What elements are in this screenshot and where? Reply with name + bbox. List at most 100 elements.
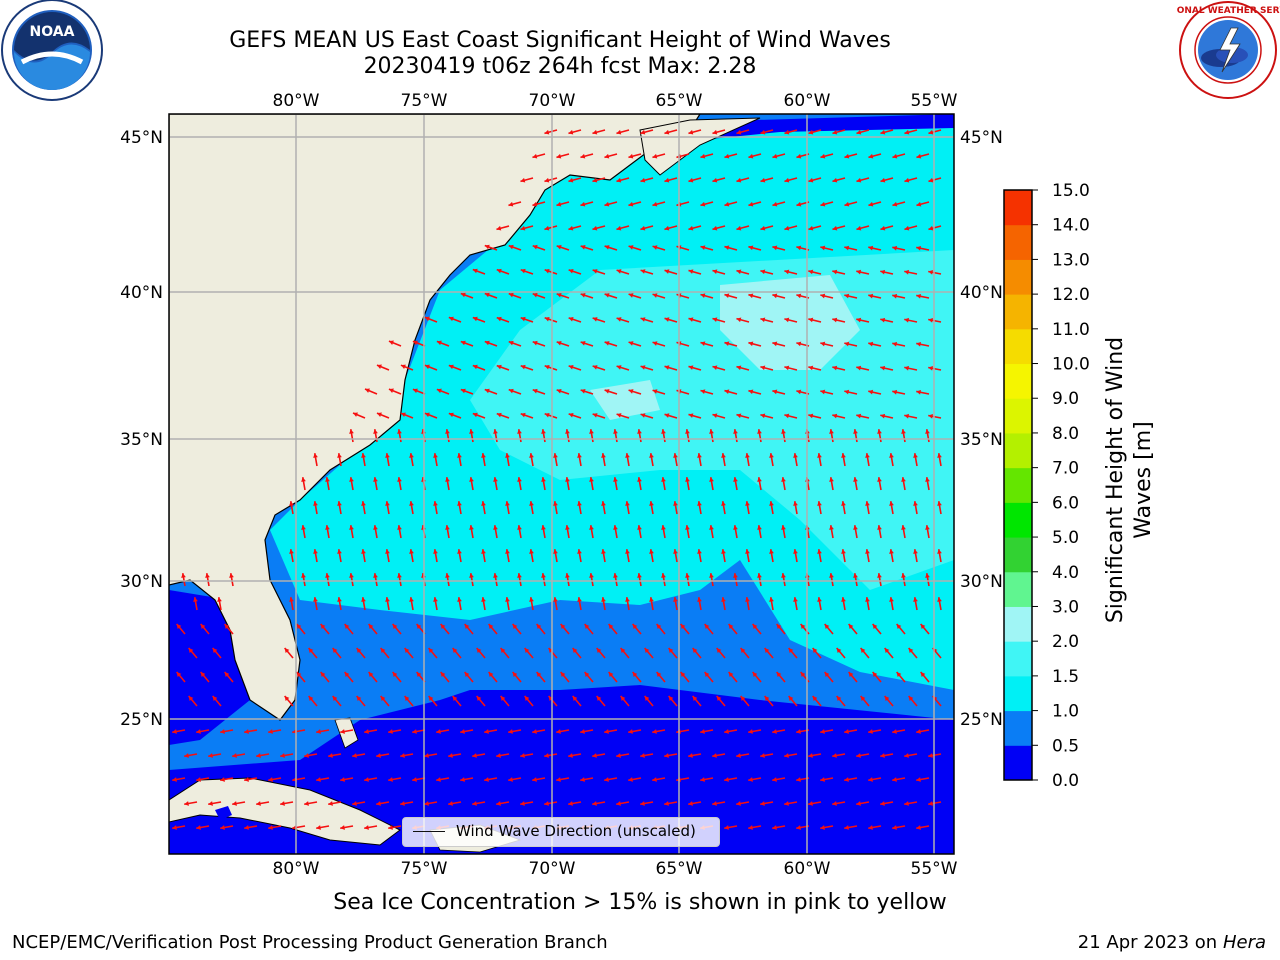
wave-direction-arrowhead — [368, 672, 374, 677]
colorbar-tick-label: 9.0 — [1052, 389, 1079, 409]
wave-direction-arrowhead — [724, 153, 730, 159]
wave-direction-arrowhead — [524, 648, 530, 653]
colorbar-bin — [1004, 467, 1032, 503]
wave-direction-arrowhead — [176, 672, 182, 677]
wave-direction-arrowhead — [652, 201, 658, 207]
wave-direction-arrowhead — [712, 365, 718, 371]
wave-direction-arrowhead — [584, 672, 590, 677]
colorbar-frame — [1003, 189, 1033, 781]
wave-direction-arrowhead — [728, 672, 734, 677]
wave-direction-arrowhead — [553, 501, 558, 506]
wave-direction-arrowhead — [904, 269, 910, 275]
wave-direction-arrowhead — [460, 777, 465, 782]
wave-direction-arrowhead — [772, 825, 777, 830]
wave-direction-arrowhead — [268, 825, 273, 830]
wave-direction-arrowhead — [556, 244, 562, 250]
wave-direction-arrowhead — [901, 573, 906, 578]
wave-direction-arrowhead — [412, 729, 417, 734]
wave-direction-arrowhead — [457, 549, 462, 554]
wave-direction-arrowhead — [517, 573, 522, 578]
wave-direction-arrowhead — [736, 317, 742, 323]
wave-direction-arrowhead — [520, 177, 526, 183]
wave-direction-arrowhead — [397, 573, 402, 578]
wave-direction-arrowhead — [380, 648, 386, 653]
wave-direction-arrowhead — [721, 453, 726, 458]
wave-direction-arrowhead — [712, 801, 717, 806]
wave-direction-arrowhead — [808, 365, 814, 371]
wave-direction-arrowhead — [289, 549, 294, 554]
footer-branch: NCEP/EMC/Verification Post Processing Pr… — [12, 932, 608, 953]
wave-direction-arrowhead — [224, 624, 230, 629]
wave-direction-arrowhead — [673, 549, 678, 554]
wave-direction-arrowhead — [700, 293, 706, 298]
wave-direction-arrowhead — [436, 340, 442, 346]
wave-direction-arrowhead — [505, 549, 510, 554]
wave-direction-arrowhead — [616, 413, 622, 418]
map-legend: Wind Wave Direction (unscaled) — [402, 817, 720, 847]
wave-direction-arrowhead — [712, 177, 718, 183]
wave-direction-arrowhead — [760, 129, 766, 135]
wave-direction-arrowhead — [284, 696, 290, 701]
wave-direction-arrowhead — [457, 501, 462, 506]
wave-direction-arrowhead — [928, 801, 933, 806]
wave-direction-arrowhead — [604, 293, 610, 298]
wave-direction-arrowhead — [508, 729, 513, 734]
wave-direction-arrowhead — [844, 153, 850, 159]
lat-tick-left: 40°N — [120, 283, 163, 303]
wave-direction-arrowhead — [556, 729, 561, 734]
wave-direction-arrowhead — [556, 388, 562, 394]
wave-direction-arrowhead — [724, 341, 730, 347]
wave-direction-arrowhead — [577, 549, 582, 554]
wave-direction-arrowhead — [884, 648, 890, 653]
wave-direction-arrowhead — [484, 292, 490, 298]
wave-direction-arrowhead — [844, 777, 849, 782]
footer-date: 21 Apr 2023 on Hera — [1078, 932, 1266, 953]
wave-direction-arrowhead — [172, 825, 177, 830]
wave-direction-arrowhead — [337, 453, 342, 458]
wave-direction-arrowhead — [712, 129, 718, 135]
wave-direction-arrowhead — [328, 753, 333, 758]
wave-direction-arrowhead — [644, 696, 650, 701]
wave-direction-arrowhead — [616, 753, 621, 758]
wave-direction-arrowhead — [712, 317, 718, 323]
footer-host: Hera — [1222, 932, 1266, 953]
wave-direction-arrowhead — [433, 501, 438, 506]
wave-direction-arrowhead — [388, 388, 394, 393]
wave-direction-arrowhead — [529, 597, 534, 602]
wave-direction-arrowhead — [649, 453, 654, 458]
wave-direction-arrowhead — [748, 777, 753, 782]
wave-direction-arrowhead — [688, 753, 693, 758]
wave-direction-arrowhead — [481, 597, 486, 602]
wave-direction-arrowhead — [844, 341, 850, 347]
wave-direction-arrowhead — [904, 177, 910, 183]
wave-direction-arrowhead — [464, 672, 470, 677]
wave-direction-arrowhead — [532, 201, 538, 207]
wave-direction-arrowhead — [937, 453, 942, 458]
wave-direction-arrowhead — [796, 389, 802, 395]
wave-direction-arrowhead — [469, 573, 474, 578]
wave-direction-arrowhead — [556, 292, 562, 298]
wave-direction-arrowhead — [661, 525, 666, 530]
wave-direction-arrowhead — [296, 672, 302, 677]
wave-direction-arrowhead — [868, 245, 874, 251]
wave-direction-arrowhead — [820, 777, 825, 782]
wave-direction-arrowhead — [325, 525, 330, 530]
wave-direction-arrowhead — [388, 729, 393, 734]
wave-direction-arrowhead — [680, 672, 686, 677]
wave-direction-arrowhead — [769, 597, 774, 602]
wave-direction-arrowhead — [544, 753, 549, 758]
wave-direction-arrowhead — [464, 624, 470, 629]
wave-direction-arrowhead — [928, 413, 934, 419]
wave-direction-arrowhead — [217, 597, 222, 602]
wave-direction-arrowhead — [589, 429, 594, 434]
wave-direction-arrowhead — [644, 648, 650, 653]
wave-direction-arrowhead — [817, 597, 822, 602]
wave-direction-arrowhead — [745, 501, 750, 506]
wave-direction-arrowhead — [409, 501, 414, 506]
wave-direction-arrowhead — [304, 801, 309, 806]
wave-direction-arrowhead — [709, 573, 714, 578]
colorbar-tick-label: 0.5 — [1052, 736, 1079, 756]
wave-direction-arrowhead — [832, 177, 838, 183]
wave-direction-arrowhead — [652, 245, 658, 250]
wave-direction-arrowhead — [616, 129, 622, 135]
